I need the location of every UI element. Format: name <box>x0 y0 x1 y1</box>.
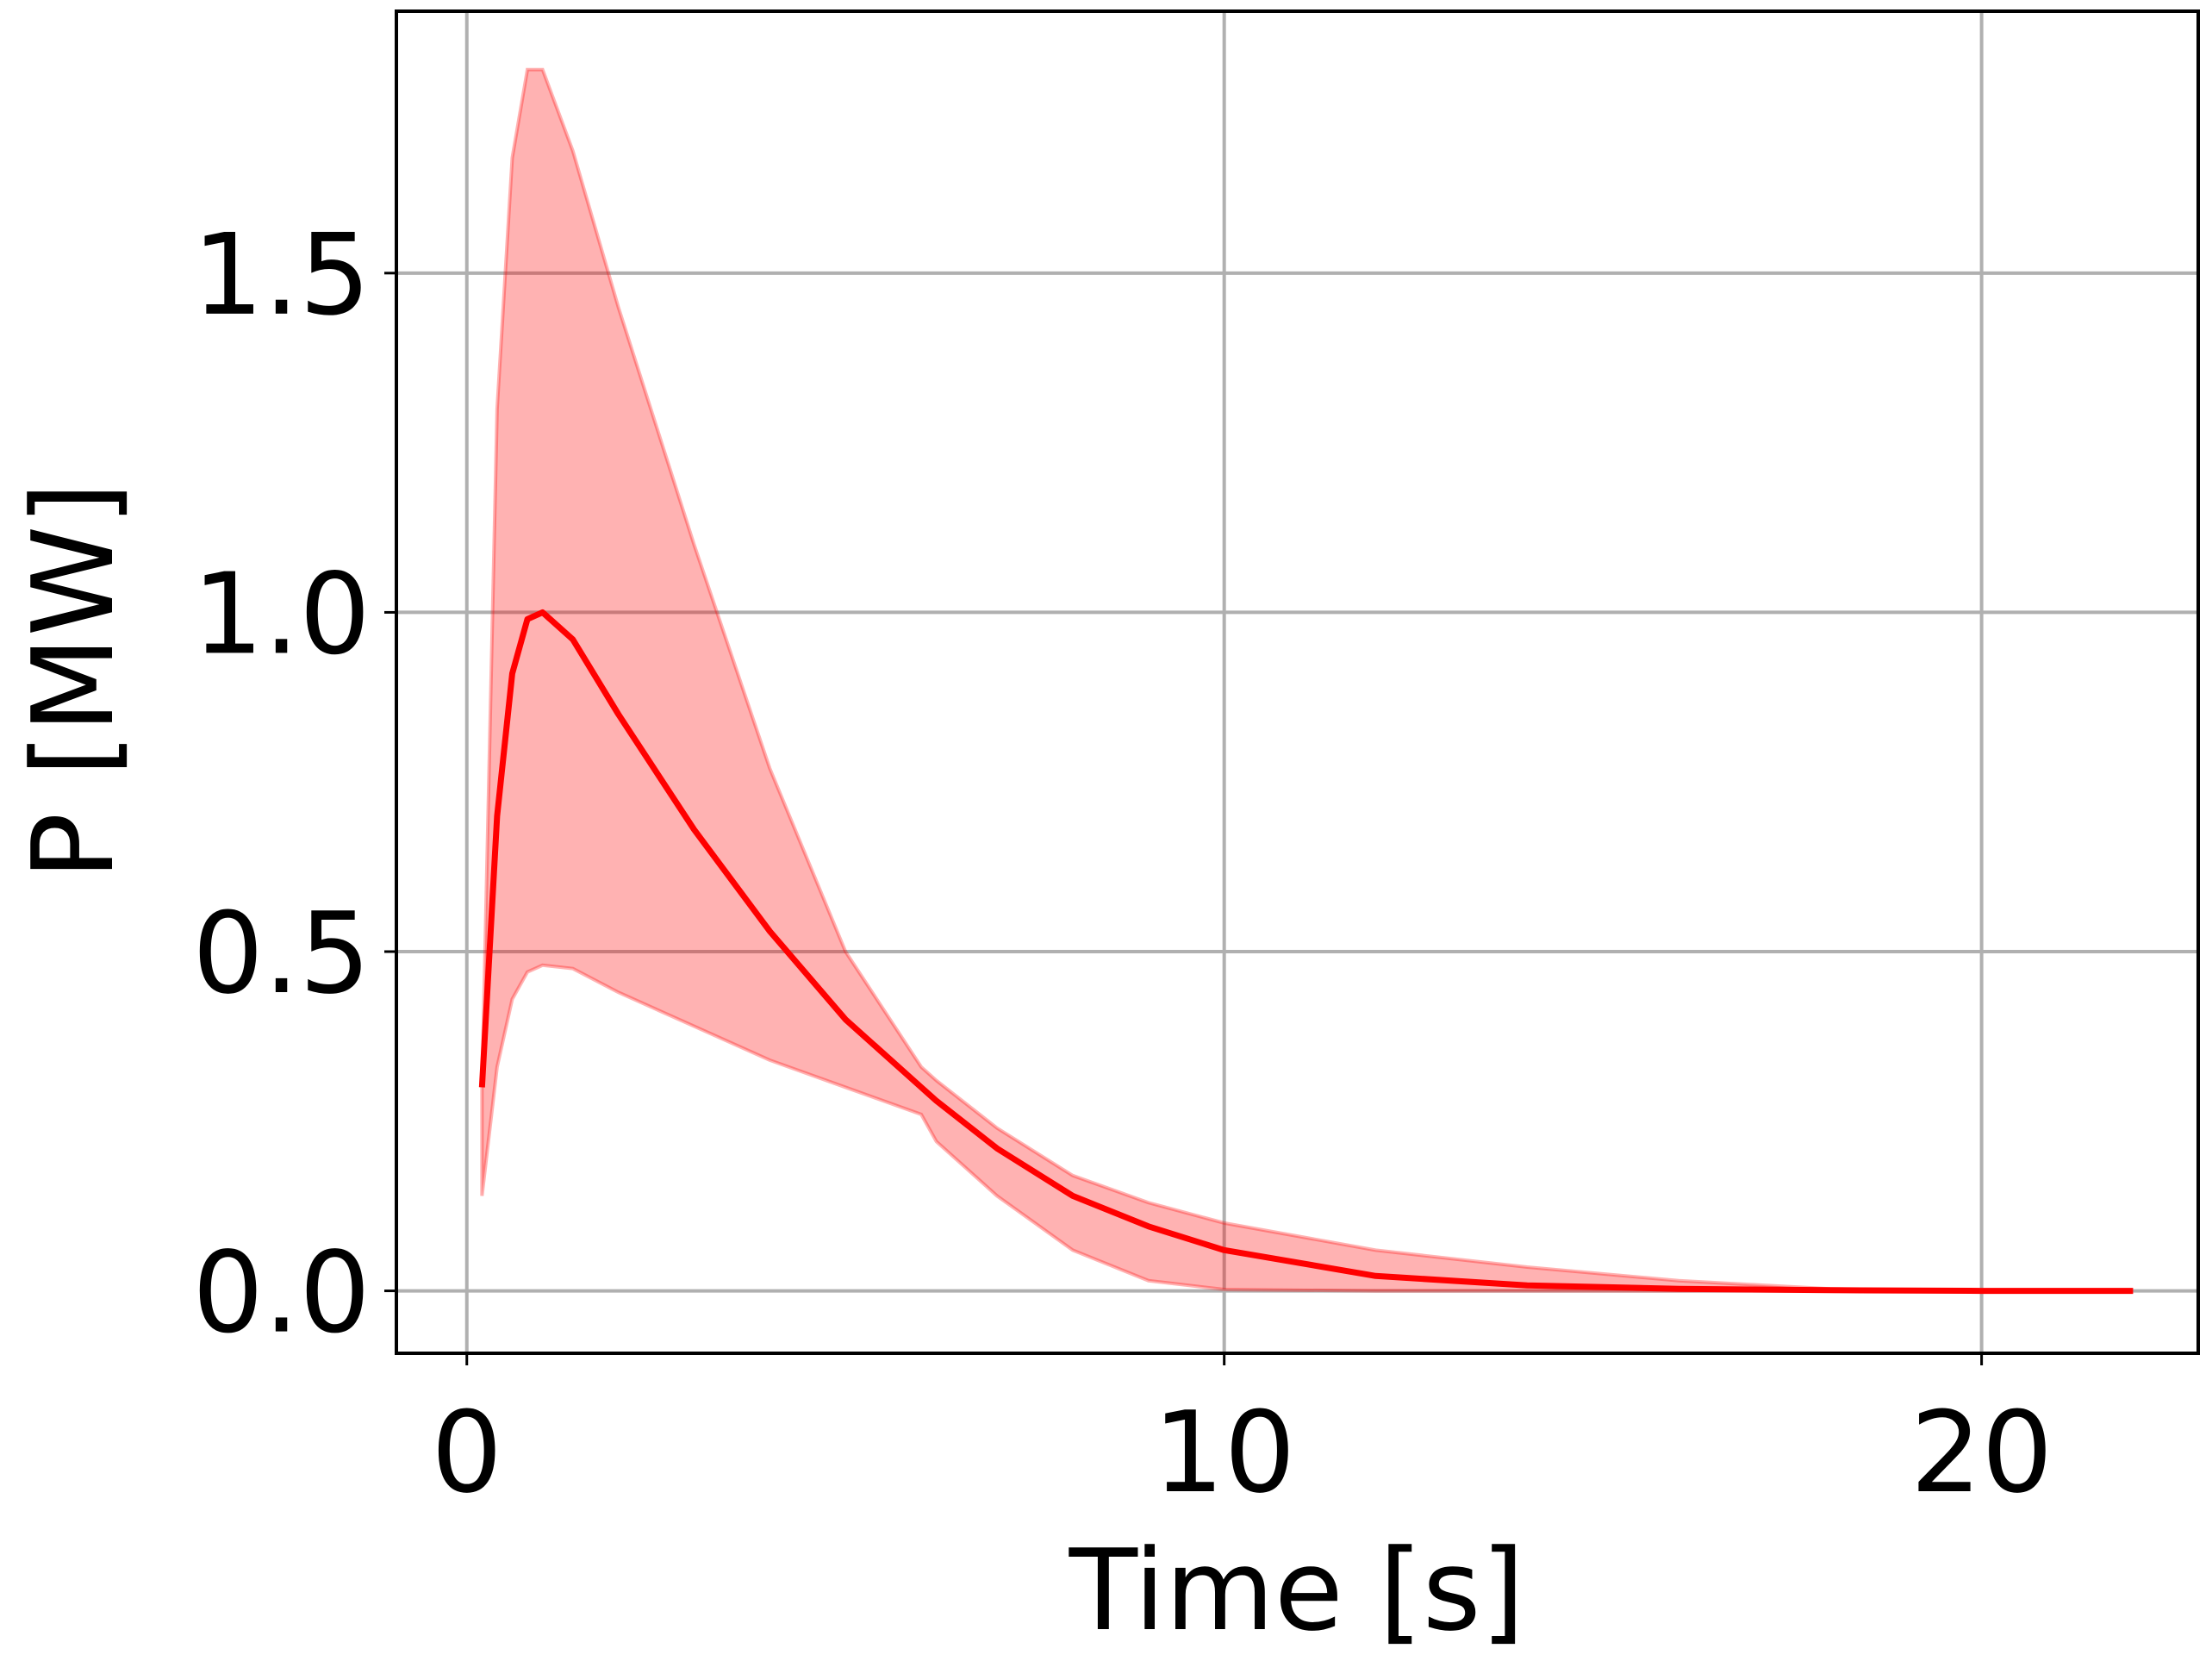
x-tick-label: 0 <box>431 1387 502 1518</box>
x-tick-label: 10 <box>1153 1387 1295 1518</box>
line <box>478 609 2134 1295</box>
x-axis-label: Time [s] <box>1069 1525 1525 1656</box>
y-tick-label: 1.0 <box>192 548 371 679</box>
plot-frame <box>395 9 2200 1355</box>
y-axis-label: P [MW] <box>8 482 139 880</box>
y-tick-label: 0.5 <box>192 888 371 1019</box>
band <box>480 67 2134 1293</box>
y-tick-label: 0.0 <box>192 1227 371 1358</box>
y-tick-label: 1.5 <box>192 209 371 340</box>
x-tick-label: 20 <box>1910 1387 2053 1518</box>
